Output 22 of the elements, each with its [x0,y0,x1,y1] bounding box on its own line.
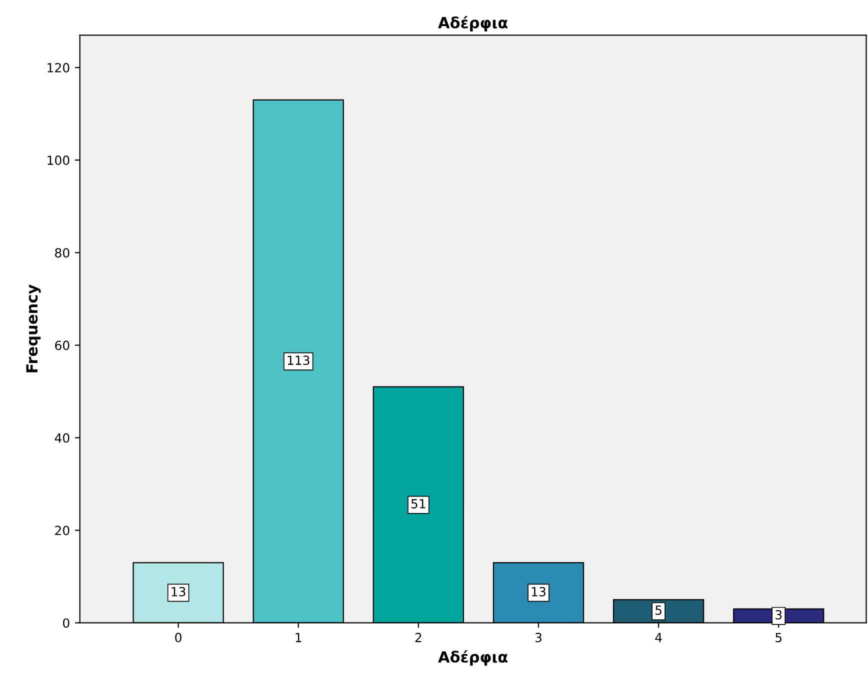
x-tick-label: 1 [296,632,302,642]
y-axis-title: Frequency [26,284,41,372]
x-tick-label: 2 [415,632,422,642]
x-tick-label: 4 [655,632,662,642]
chart-title: Αδέρφια [438,16,508,32]
y-tick-label: 120 [48,63,70,72]
data-label: 13 [172,586,186,596]
y-tick-label: 60 [55,340,70,350]
data-label: 113 [288,356,310,366]
y-tick-label: 0 [63,618,70,628]
y-tick-label: 100 [48,156,70,166]
y-tick-label: 40 [54,433,70,443]
x-tick-label: 0 [175,632,182,642]
data-label: 51 [411,499,426,508]
data-label: 3 [776,610,782,620]
x-tick-label: 3 [535,632,542,642]
data-label: 5 [656,606,662,615]
x-axis-title: Αδέρφια [438,650,508,666]
y-tick-label: 20 [55,526,70,536]
data-label: 13 [532,586,546,596]
x-tick-label: 5 [776,632,782,642]
y-tick-label: 80 [55,248,70,258]
